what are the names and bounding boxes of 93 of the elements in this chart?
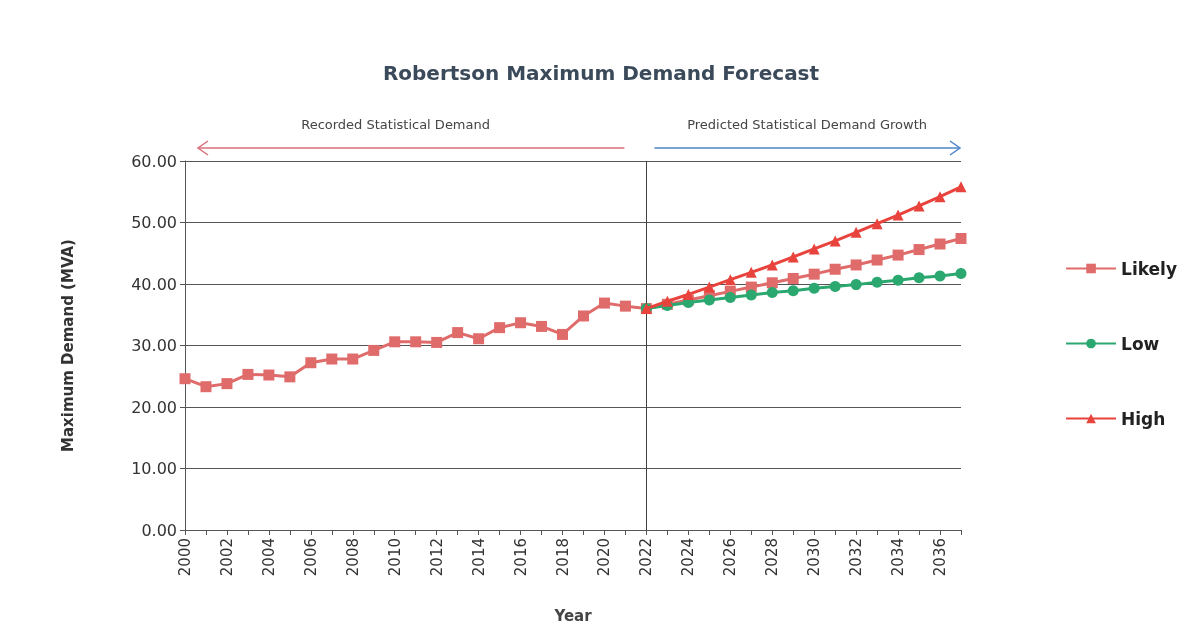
point bbox=[619, 300, 631, 312]
point bbox=[934, 191, 946, 203]
x-tick-label: 2022 bbox=[637, 538, 656, 577]
point bbox=[557, 328, 569, 340]
x-axis-title: Year bbox=[553, 606, 593, 625]
point bbox=[284, 371, 296, 383]
point bbox=[850, 259, 862, 271]
point bbox=[766, 277, 778, 289]
legend-label: High bbox=[1121, 408, 1166, 429]
point bbox=[494, 322, 506, 334]
point bbox=[787, 272, 799, 284]
point bbox=[850, 279, 862, 291]
point bbox=[200, 381, 212, 393]
point bbox=[829, 263, 841, 275]
point bbox=[724, 274, 736, 286]
point bbox=[703, 294, 715, 306]
point bbox=[871, 254, 883, 266]
x-tick-label: 2002 bbox=[217, 538, 236, 577]
point bbox=[473, 333, 485, 345]
point bbox=[577, 310, 589, 322]
y-tick-label: 40.00 bbox=[131, 274, 177, 294]
point bbox=[913, 272, 925, 284]
point bbox=[955, 232, 967, 244]
text: Predicted Statistical Demand Growth bbox=[687, 117, 928, 132]
legend-label: Likely bbox=[1121, 258, 1178, 279]
point bbox=[598, 297, 610, 309]
point bbox=[263, 369, 275, 381]
point bbox=[808, 243, 820, 255]
y-tick-label: 0.00 bbox=[141, 520, 177, 540]
point bbox=[829, 280, 841, 292]
y-tick-label: 50.00 bbox=[131, 213, 177, 232]
x-tick-label: 2018 bbox=[553, 538, 572, 577]
y-tick-label: 60.00 bbox=[131, 151, 177, 171]
point bbox=[745, 289, 757, 301]
point bbox=[934, 270, 946, 282]
y-tick-label: 10.00 bbox=[131, 459, 177, 478]
x-tick-label: 2032 bbox=[847, 538, 866, 577]
x-tick-label: 2010 bbox=[385, 538, 404, 577]
point bbox=[955, 181, 967, 193]
x-tick-label: 2014 bbox=[469, 538, 488, 577]
y-axis-title: Maximum Demand (MVA) bbox=[58, 239, 77, 452]
point bbox=[955, 268, 967, 280]
chart-title: Robertson Maximum Demand Forecast bbox=[382, 61, 820, 85]
point bbox=[179, 373, 191, 385]
point bbox=[242, 368, 254, 380]
point bbox=[850, 226, 862, 238]
point bbox=[452, 327, 464, 339]
point bbox=[347, 353, 359, 365]
legend-label: Low bbox=[1121, 333, 1160, 354]
point bbox=[745, 266, 757, 278]
point bbox=[787, 285, 799, 297]
point bbox=[913, 200, 925, 212]
x-tick-label: 2020 bbox=[595, 538, 614, 577]
point bbox=[829, 235, 841, 247]
x-tick-label: 2006 bbox=[301, 538, 320, 577]
point bbox=[892, 249, 904, 261]
x-tick-label: 2016 bbox=[511, 538, 530, 577]
x-tick-label: 2024 bbox=[679, 538, 698, 577]
point bbox=[892, 274, 904, 286]
point bbox=[368, 344, 380, 356]
x-tick-label: 2036 bbox=[931, 538, 950, 577]
x-tick-label: 2012 bbox=[427, 538, 446, 577]
point bbox=[913, 244, 925, 256]
x-tick-label: 2026 bbox=[721, 538, 740, 577]
point bbox=[515, 317, 527, 329]
x-tick-label: 2008 bbox=[343, 538, 362, 577]
point bbox=[808, 268, 820, 280]
point bbox=[808, 282, 820, 294]
point bbox=[934, 238, 946, 250]
point bbox=[871, 276, 883, 288]
point bbox=[724, 292, 736, 304]
point bbox=[766, 259, 778, 271]
point bbox=[871, 218, 883, 230]
x-tick-label: 2004 bbox=[259, 538, 278, 577]
point bbox=[703, 281, 715, 293]
point bbox=[766, 287, 778, 299]
text: Recorded Statistical Demand bbox=[301, 117, 490, 132]
point bbox=[787, 251, 799, 263]
y-tick-label: 30.00 bbox=[131, 336, 177, 355]
point bbox=[389, 336, 401, 348]
point bbox=[221, 378, 233, 390]
x-tick-label: 2030 bbox=[805, 538, 824, 577]
point bbox=[410, 336, 422, 348]
point bbox=[305, 357, 317, 369]
y-tick-label: 20.00 bbox=[131, 397, 177, 417]
point bbox=[892, 209, 904, 221]
point bbox=[326, 353, 338, 365]
x-tick-label: 2028 bbox=[763, 538, 782, 577]
x-tick-label: 2034 bbox=[889, 538, 908, 577]
point bbox=[536, 320, 548, 332]
point bbox=[682, 288, 694, 300]
x-tick-label: 2000 bbox=[176, 538, 194, 577]
point bbox=[431, 336, 443, 348]
